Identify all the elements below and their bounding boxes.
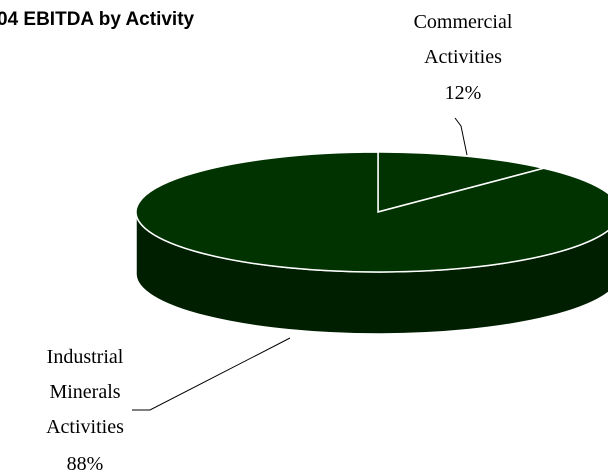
slice — [135, 151, 608, 273]
pie — [135, 151, 608, 335]
leader-line — [132, 337, 291, 411]
slice-label: Commercial Activities — [414, 11, 513, 68]
slice-value-label: 12% — [445, 82, 482, 104]
slice-value-label: 88% — [67, 453, 104, 475]
slice-label: Industrial Minerals Activities — [46, 346, 124, 438]
leader-line — [454, 117, 468, 156]
chart-title: 04 EBITDA by Activity — [0, 9, 195, 30]
slice — [377, 151, 544, 213]
